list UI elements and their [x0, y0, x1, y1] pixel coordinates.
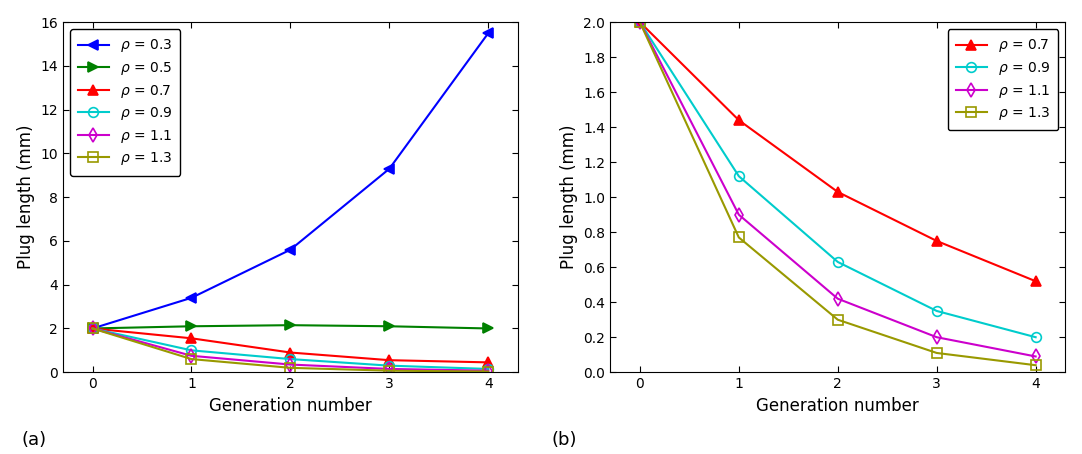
$\rho$ = 1.1	[481, 368, 494, 373]
Y-axis label: Plug length (mm): Plug length (mm)	[16, 125, 35, 269]
$\rho$ = 0.7	[733, 118, 745, 123]
$\rho$ = 1.3	[185, 356, 198, 362]
$\rho$ = 0.9	[831, 259, 844, 265]
$\rho$ = 0.3	[383, 166, 396, 172]
$\rho$ = 1.1	[931, 335, 944, 340]
$\rho$ = 0.7	[633, 20, 646, 25]
$\rho$ = 1.3	[283, 365, 296, 370]
$\rho$ = 0.7	[1029, 278, 1042, 284]
Line: $\rho$ = 0.7: $\rho$ = 0.7	[635, 17, 1041, 286]
$\rho$ = 0.9	[283, 356, 296, 362]
$\rho$ = 1.1	[831, 296, 844, 301]
$\rho$ = 0.7	[383, 357, 396, 363]
$\rho$ = 0.3	[185, 295, 198, 301]
$\rho$ = 0.7	[481, 360, 494, 365]
Line: $\rho$ = 1.1: $\rho$ = 1.1	[635, 17, 1041, 361]
X-axis label: Generation number: Generation number	[209, 397, 372, 415]
$\rho$ = 0.9	[185, 348, 198, 353]
$\rho$ = 1.1	[283, 362, 296, 367]
Line: $\rho$ = 1.1: $\rho$ = 1.1	[88, 324, 493, 375]
$\rho$ = 0.5	[283, 322, 296, 328]
Line: $\rho$ = 0.3: $\rho$ = 0.3	[88, 28, 493, 333]
$\rho$ = 0.5	[185, 324, 198, 329]
$\rho$ = 1.1	[383, 366, 396, 372]
$\rho$ = 0.7	[283, 350, 296, 355]
Text: (a): (a)	[22, 431, 47, 449]
$\rho$ = 1.1	[185, 353, 198, 359]
Line: $\rho$ = 0.7: $\rho$ = 0.7	[88, 324, 493, 367]
$\rho$ = 0.9	[87, 326, 100, 331]
$\rho$ = 0.9	[633, 20, 646, 25]
$\rho$ = 1.3	[87, 326, 100, 331]
$\rho$ = 0.5	[87, 326, 100, 331]
$\rho$ = 1.3	[383, 368, 396, 373]
$\rho$ = 0.5	[481, 326, 494, 331]
$\rho$ = 1.3	[1029, 362, 1042, 368]
$\rho$ = 1.3	[481, 369, 494, 374]
$\rho$ = 0.9	[931, 308, 944, 314]
$\rho$ = 0.7	[87, 326, 100, 331]
Y-axis label: Plug length (mm): Plug length (mm)	[559, 125, 578, 269]
$\rho$ = 1.1	[733, 212, 745, 217]
$\rho$ = 1.3	[831, 317, 844, 322]
$\rho$ = 1.1	[1029, 354, 1042, 359]
$\rho$ = 0.9	[383, 363, 396, 368]
Line: $\rho$ = 0.5: $\rho$ = 0.5	[88, 321, 493, 333]
$\rho$ = 1.3	[633, 20, 646, 25]
$\rho$ = 1.1	[87, 326, 100, 331]
$\rho$ = 1.1	[633, 20, 646, 25]
$\rho$ = 0.9	[733, 173, 745, 179]
Line: $\rho$ = 0.9: $\rho$ = 0.9	[88, 324, 493, 374]
Line: $\rho$ = 1.3: $\rho$ = 1.3	[88, 324, 493, 376]
$\rho$ = 0.9	[481, 366, 494, 372]
$\rho$ = 0.5	[383, 324, 396, 329]
$\rho$ = 0.7	[931, 238, 944, 244]
Legend: $\rho$ = 0.7, $\rho$ = 0.9, $\rho$ = 1.1, $\rho$ = 1.3: $\rho$ = 0.7, $\rho$ = 0.9, $\rho$ = 1.1…	[948, 29, 1058, 130]
Line: $\rho$ = 0.9: $\rho$ = 0.9	[635, 17, 1041, 342]
Line: $\rho$ = 1.3: $\rho$ = 1.3	[635, 17, 1041, 370]
$\rho$ = 1.3	[733, 235, 745, 240]
$\rho$ = 0.3	[87, 326, 100, 331]
$\rho$ = 1.3	[931, 350, 944, 355]
Legend: $\rho$ = 0.3, $\rho$ = 0.5, $\rho$ = 0.7, $\rho$ = 0.9, $\rho$ = 1.1, $\rho$ = 1: $\rho$ = 0.3, $\rho$ = 0.5, $\rho$ = 0.7…	[69, 29, 181, 176]
$\rho$ = 0.3	[283, 247, 296, 252]
$\rho$ = 0.7	[185, 336, 198, 341]
Text: (b): (b)	[552, 431, 578, 449]
$\rho$ = 0.3	[481, 30, 494, 36]
$\rho$ = 0.7	[831, 189, 844, 195]
X-axis label: Generation number: Generation number	[756, 397, 919, 415]
$\rho$ = 0.9	[1029, 335, 1042, 340]
